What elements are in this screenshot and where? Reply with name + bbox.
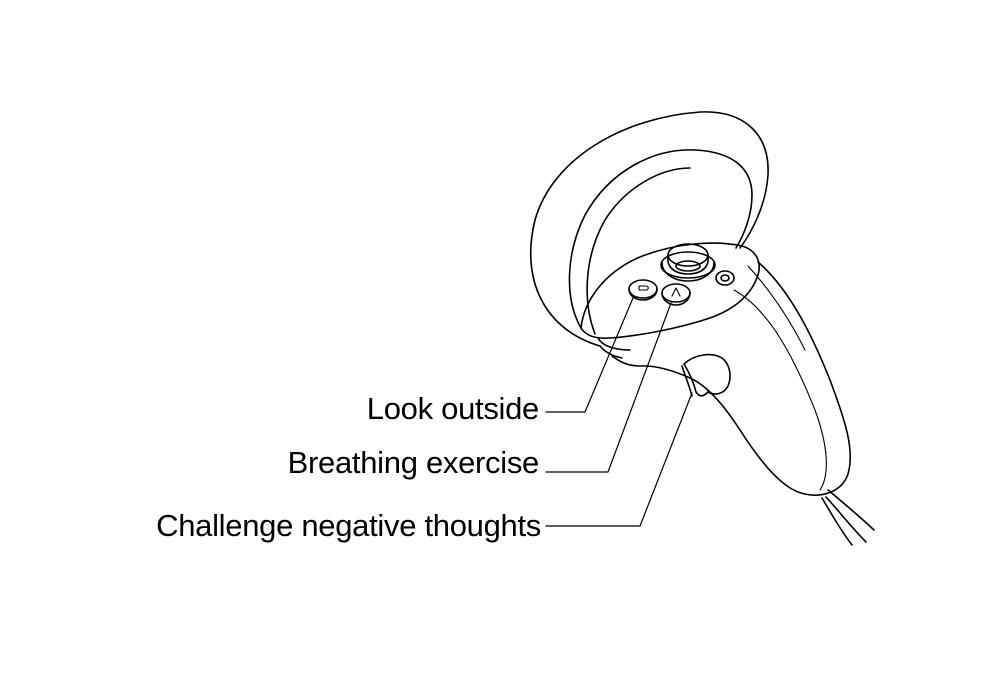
- callout-label-challenge-negative-thoughts: Challenge negative thoughts: [156, 508, 541, 543]
- a-button-icon: [661, 283, 691, 306]
- tracking-ring: [529, 111, 769, 359]
- leader-lines: [545, 297, 693, 527]
- menu-button-icon: [715, 270, 735, 286]
- leader-line-breathing: [545, 302, 672, 473]
- thumbstick-icon: [660, 243, 716, 282]
- face-plate: [580, 242, 760, 351]
- controller-handle: [611, 261, 875, 546]
- callout-label-look-outside: Look outside: [366, 391, 540, 426]
- trigger-icon: [681, 353, 731, 397]
- leader-line-look-outside: [545, 297, 634, 413]
- leader-line-challenge: [545, 392, 693, 527]
- b-button-icon: [628, 279, 658, 301]
- callout-label-breathing-exercise: Breathing exercise: [287, 445, 540, 480]
